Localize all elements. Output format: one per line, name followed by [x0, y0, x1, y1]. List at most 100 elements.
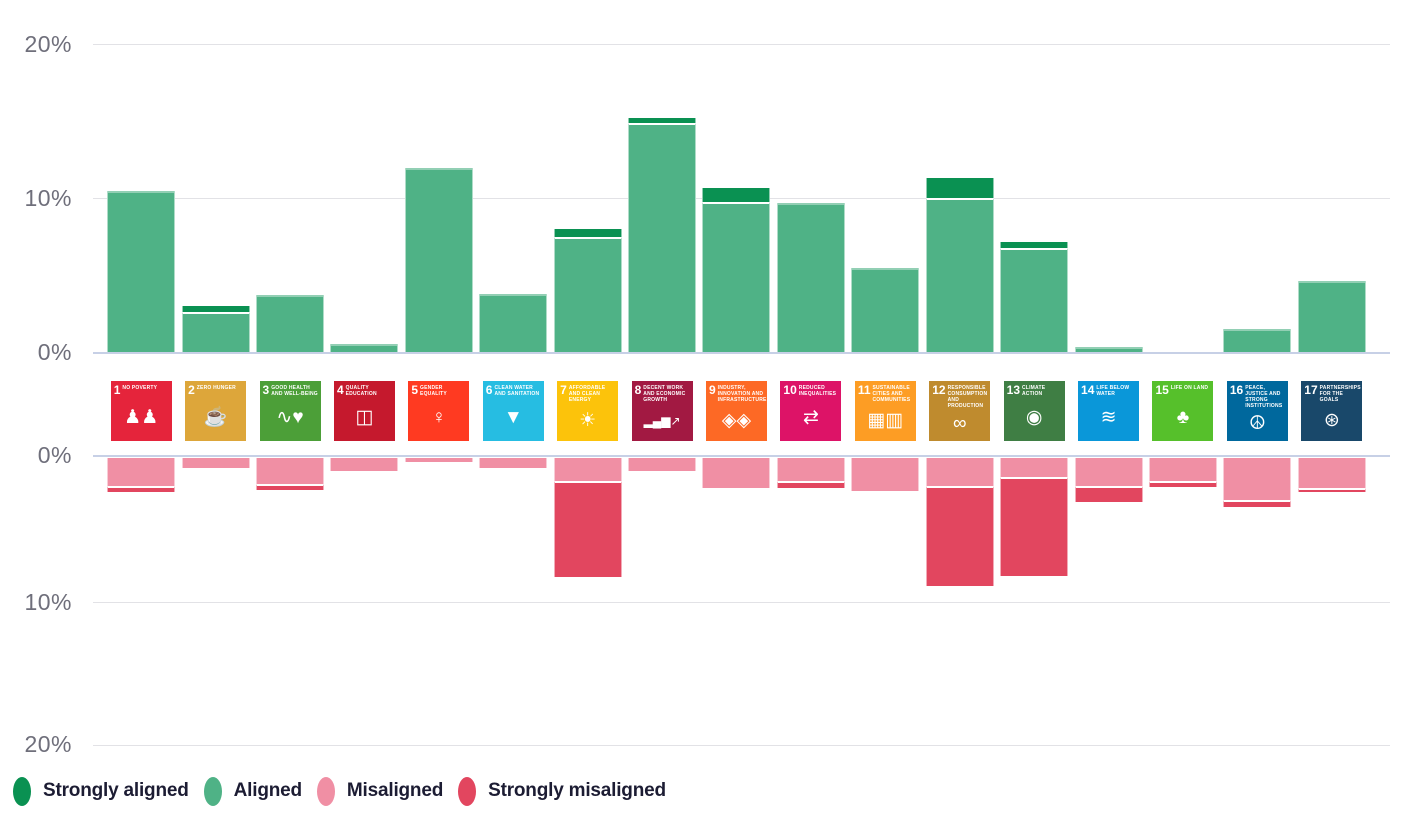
positive-bar-sdg-3: [256, 295, 325, 352]
misaligned-segment-sdg-15[interactable]: [1148, 458, 1217, 481]
strongly-aligned-segment-sdg-9[interactable]: [702, 188, 771, 202]
strongly-aligned-segment-sdg-2[interactable]: [181, 306, 250, 312]
bar-slot-neg-sdg-14: [1071, 458, 1145, 748]
sdg-tile-header: 3 GOOD HEALTH AND WELL-BEING: [260, 381, 321, 397]
strongly-misaligned-segment-sdg-3[interactable]: [256, 484, 325, 490]
bar-slot-neg-sdg-2: [178, 458, 252, 748]
misaligned-segment-sdg-2[interactable]: [181, 458, 250, 468]
aligned-segment-sdg-1[interactable]: [107, 191, 176, 352]
negative-bar-sdg-5: [404, 458, 473, 462]
bar-slot-sdg-3: [253, 45, 327, 352]
strongly-aligned-segment-sdg-7[interactable]: [553, 229, 622, 237]
sdg-number: 13: [1006, 383, 1020, 397]
strongly-misaligned-segment-sdg-1[interactable]: [107, 486, 176, 492]
bar-slot-neg-sdg-9: [699, 458, 773, 748]
sdg-4-quality-education-icon: 4 QUALITY EDUCATION ◫: [333, 381, 395, 441]
aligned-segment-sdg-4[interactable]: [330, 344, 399, 352]
strongly-misaligned-segment-sdg-7[interactable]: [553, 481, 622, 577]
strongly-misaligned-segment-sdg-15[interactable]: [1148, 481, 1217, 487]
sdg-16-peace-justice-icon: 16 PEACE, JUSTICE AND STRONG INSTITUTIONS…: [1226, 381, 1288, 441]
legend-label: Strongly misaligned: [488, 780, 666, 801]
strongly-misaligned-segment-sdg-16[interactable]: [1223, 500, 1292, 507]
sdg-number: 1: [113, 383, 121, 397]
bar-slot-sdg-9: [699, 45, 773, 352]
aligned-segment-sdg-3[interactable]: [256, 295, 325, 352]
negative-bar-sdg-1: [107, 458, 176, 492]
aligned-segment-sdg-2[interactable]: [181, 312, 250, 352]
strongly-misaligned-segment-sdg-12[interactable]: [925, 486, 994, 586]
misaligned-segment-sdg-5[interactable]: [404, 458, 473, 462]
sdg-pictogram: ☀: [579, 410, 597, 431]
strongly-misaligned-segment-sdg-17[interactable]: [1297, 488, 1366, 492]
misaligned-segment-sdg-16[interactable]: [1223, 458, 1292, 500]
misaligned-segment-sdg-6[interactable]: [479, 458, 548, 468]
misaligned-segment-sdg-14[interactable]: [1074, 458, 1143, 486]
aligned-segment-sdg-11[interactable]: [851, 268, 920, 352]
bar-slot-sdg-17: [1295, 45, 1369, 352]
sdg-tile-header: 15 LIFE ON LAND: [1152, 381, 1213, 396]
aligned-segment-sdg-8[interactable]: [628, 123, 697, 352]
aligned-segment-sdg-5[interactable]: [404, 168, 473, 352]
sdg-tile-header: 4 QUALITY EDUCATION: [334, 381, 395, 397]
sdg-tile-header: 5 GENDER EQUALITY: [408, 381, 469, 397]
aligned-segment-sdg-14[interactable]: [1074, 347, 1143, 352]
legend-item-strongly-aligned[interactable]: Strongly aligned: [13, 776, 189, 806]
misaligned-segment-sdg-3[interactable]: [256, 458, 325, 484]
sdg-pictogram: ◫: [355, 407, 374, 428]
sdg-pictogram: ◉: [1025, 407, 1043, 428]
misaligned-segment-sdg-11[interactable]: [851, 458, 920, 491]
strongly-misaligned-segment-sdg-13[interactable]: [1000, 477, 1069, 576]
positive-bar-sdg-2: [181, 306, 250, 352]
misaligned-segment-sdg-10[interactable]: [776, 458, 845, 481]
aligned-segment-sdg-12[interactable]: [925, 198, 994, 352]
positive-bar-sdg-12: [925, 178, 994, 352]
positive-bar-sdg-10: [776, 203, 845, 352]
sdg-tile-header: 17 PARTNERSHIPS FOR THE GOALS: [1301, 381, 1362, 403]
sdg-title: LIFE ON LAND: [1170, 385, 1209, 391]
negative-bar-sdg-9: [702, 458, 771, 488]
strongly-misaligned-segment-sdg-10[interactable]: [776, 481, 845, 488]
misaligned-segment-sdg-17[interactable]: [1297, 458, 1366, 488]
sdg-10-reduced-inequalities-icon: 10 REDUCED INEQUALITIES ⇄: [780, 381, 842, 441]
aligned-segment-sdg-6[interactable]: [479, 294, 548, 352]
bar-slot-neg-sdg-16: [1220, 458, 1294, 748]
sdg-15-life-on-land-icon: 15 LIFE ON LAND ♣: [1152, 381, 1214, 441]
misaligned-segment-sdg-9[interactable]: [702, 458, 771, 488]
strongly-aligned-segment-sdg-12[interactable]: [925, 178, 994, 198]
sdg-pictogram: ▦▥: [867, 410, 904, 431]
aligned-segment-sdg-7[interactable]: [553, 237, 622, 352]
zero-axis-bottom: [93, 455, 1390, 457]
misaligned-segment-sdg-8[interactable]: [628, 458, 697, 471]
misaligned-segment-sdg-13[interactable]: [1000, 458, 1069, 477]
misaligned-segment-sdg-1[interactable]: [107, 458, 176, 486]
aligned-segment-sdg-17[interactable]: [1297, 281, 1366, 352]
aligned-segment-sdg-16[interactable]: [1223, 329, 1292, 352]
aligned-segment-sdg-10[interactable]: [776, 203, 845, 352]
legend-label: Aligned: [233, 780, 302, 801]
bar-slot-sdg-8: [625, 45, 699, 352]
aligned-segment-sdg-9[interactable]: [702, 202, 771, 352]
legend-item-strongly-misaligned[interactable]: Strongly misaligned: [458, 776, 666, 806]
negative-bar-sdg-11: [851, 458, 920, 491]
tick-top-10: 10%: [24, 185, 72, 211]
sdg-title: ZERO HUNGER: [196, 385, 236, 391]
legend-item-aligned[interactable]: Aligned: [203, 776, 302, 806]
strongly-aligned-segment-sdg-13[interactable]: [1000, 242, 1069, 248]
sdg-title: QUALITY EDUCATION: [345, 385, 377, 397]
sdg-number: 6: [485, 383, 493, 397]
positive-bar-sdg-8: [628, 118, 697, 352]
misaligned-segment-sdg-7[interactable]: [553, 458, 622, 481]
sdg-pictogram: ⊛: [1323, 410, 1340, 431]
bar-slot-neg-sdg-5: [402, 458, 476, 748]
legend-item-misaligned[interactable]: Misaligned: [316, 776, 443, 806]
aligned-segment-sdg-13[interactable]: [1000, 248, 1069, 352]
sdg-12-responsible-consumption-icon: 12 RESPONSIBLE CONSUMPTION AND PRODUCTION…: [929, 381, 991, 441]
misaligned-segment-sdg-12[interactable]: [925, 458, 994, 486]
sdg-number: 15: [1155, 383, 1169, 397]
strongly-misaligned-segment-sdg-14[interactable]: [1074, 486, 1143, 502]
sdg-tile-header: 7 AFFORDABLE AND CLEAN ENERGY: [557, 381, 618, 403]
sdg-tile-header: 11 SUSTAINABLE CITIES AND COMMUNITIES: [855, 381, 916, 403]
misaligned-segment-sdg-4[interactable]: [330, 458, 399, 471]
negative-bar-sdg-7: [553, 458, 622, 577]
strongly-aligned-segment-sdg-8[interactable]: [628, 118, 697, 123]
